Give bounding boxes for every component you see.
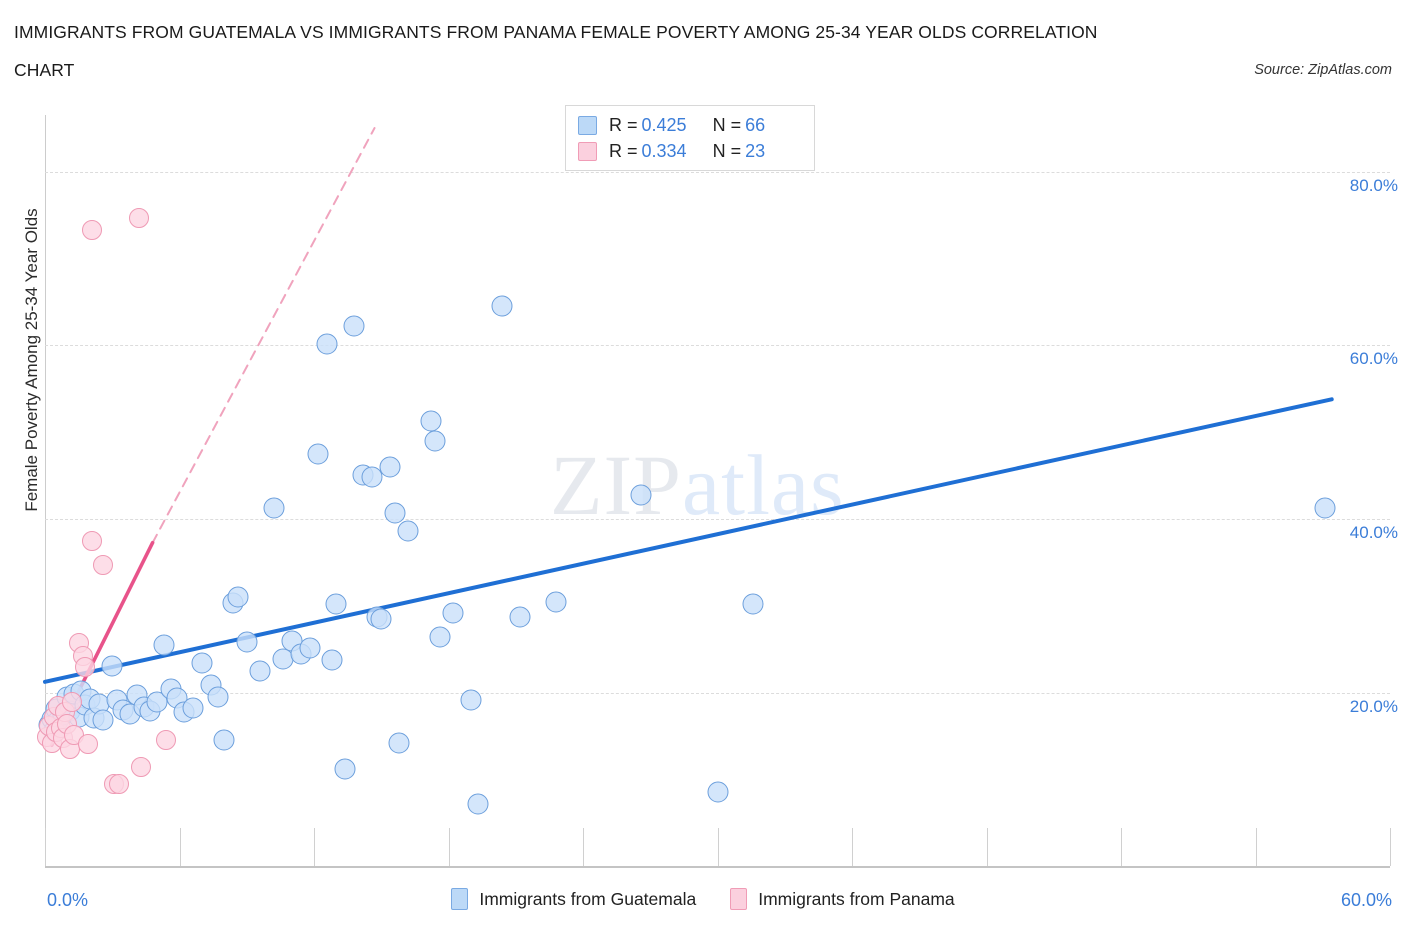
scatter-point[interactable] [191,652,213,674]
x-axis-tick [1121,828,1122,866]
scatter-point[interactable] [153,634,175,656]
scatter-point[interactable] [429,626,451,648]
scatter-point[interactable] [545,591,567,613]
x-axis-line [45,866,1390,868]
y-axis-line [45,115,46,867]
x-axis-tick [179,828,181,866]
r-value: 0.334 [641,140,687,161]
scatter-point[interactable] [61,691,82,712]
scatter-point[interactable] [321,649,343,671]
x-axis-tick [314,828,315,866]
stat-row: R = 0.425 N = 66 [578,112,804,138]
scatter-point[interactable] [370,608,392,630]
scatter-point[interactable] [299,637,321,659]
scatter-point[interactable] [182,697,204,719]
scatter-point[interactable] [491,295,513,317]
scatter-point[interactable] [131,757,152,778]
plot-area: ZIPatlas [37,115,1391,868]
y-axis-tick-label: 40.0% [1349,523,1398,543]
scatter-point[interactable] [467,793,489,815]
scatter-point[interactable] [92,709,114,731]
source-attribution: Source: ZipAtlas.com [1254,62,1392,78]
legend-item[interactable]: Immigrants from Panama [730,888,955,910]
scatter-point[interactable] [334,758,356,780]
correlation-stats-box: R = 0.425 N = 66 R = 0.334 N = 23 [565,105,815,171]
scatter-point[interactable] [263,497,285,519]
scatter-point[interactable] [343,315,365,337]
gridline [45,693,1390,695]
scatter-point[interactable] [707,781,728,803]
scatter-point[interactable] [325,593,347,615]
scatter-point[interactable] [509,606,531,628]
gridline [45,171,1390,173]
scatter-point[interactable] [420,410,442,432]
scatter-point[interactable] [460,689,482,711]
x-axis-tick [717,828,719,866]
scatter-point[interactable] [442,602,464,624]
y-axis-tick-label: 80.0% [1349,175,1398,195]
gridline [45,519,1390,521]
scatter-point[interactable] [101,655,123,677]
legend-color-swatch [451,888,469,910]
gridline [45,345,1390,347]
chart-title-line-1: IMMIGRANTS FROM GUATEMALA VS IMMIGRANTS … [14,22,1098,42]
scatter-point[interactable] [379,456,401,478]
scatter-point[interactable] [236,631,258,653]
scatter-point[interactable] [630,484,652,506]
chart-title-line-2: CHART [14,60,75,80]
scatter-point[interactable] [397,520,419,542]
scatter-point[interactable] [227,586,249,608]
legend-item[interactable]: Immigrants from Guatemala [451,888,696,910]
trendline-immigrants-from-guatemala [43,397,1334,684]
r-label: R = [609,140,638,161]
x-axis-tick [1390,828,1391,866]
scatter-point[interactable] [77,733,98,754]
r-value: 0.425 [641,114,687,135]
y-axis-tick-label: 60.0% [1349,349,1398,369]
legend-item-label: Immigrants from Panama [758,888,955,909]
scatter-point[interactable] [307,443,329,465]
x-axis-tick [1255,828,1257,866]
scatter-point[interactable] [82,530,103,551]
series-color-swatch [578,141,597,161]
scatter-point[interactable] [361,466,383,488]
scatter-point[interactable] [82,219,103,240]
scatter-point[interactable] [213,729,235,751]
n-value: 66 [745,114,766,135]
x-axis-tick [583,828,584,866]
x-axis-tick [852,828,853,866]
legend-item-label: Immigrants from Guatemala [479,888,697,909]
y-axis-title: Female Poverty Among 25-34 Year Olds [22,208,41,512]
r-label: R = [609,114,638,135]
scatter-point[interactable] [1314,497,1336,519]
trendline-extension-immigrants-from-panama [151,127,376,544]
scatter-point[interactable] [156,730,177,751]
x-axis-min-label: 0.0% [47,890,89,910]
x-axis-tick [45,828,46,866]
series-legend: Immigrants from Guatemala Immigrants from… [0,888,1406,910]
scatter-point[interactable] [249,660,271,682]
series-color-swatch [578,115,597,135]
stat-row: R = 0.334 N = 23 [578,138,804,164]
n-label: N = [712,114,742,135]
legend-color-swatch [730,888,748,910]
n-label: N = [712,140,742,161]
scatter-point[interactable] [384,502,406,524]
x-axis-max-label: 60.0% [1340,890,1392,910]
trend-lines [43,127,1334,748]
n-value: 23 [745,140,766,161]
scatter-point[interactable] [207,686,229,708]
scatter-point[interactable] [108,773,129,794]
scatter-point[interactable] [129,208,150,229]
scatter-point[interactable] [93,555,114,576]
x-axis-tick [986,828,988,866]
scatter-point[interactable] [388,732,410,754]
scatter-point[interactable] [742,593,764,615]
scatter-point[interactable] [424,430,446,452]
scatter-point[interactable] [316,333,338,355]
y-axis-tick-label: 20.0% [1349,697,1398,717]
scatter-point[interactable] [75,657,96,678]
x-axis-tick [448,828,450,866]
